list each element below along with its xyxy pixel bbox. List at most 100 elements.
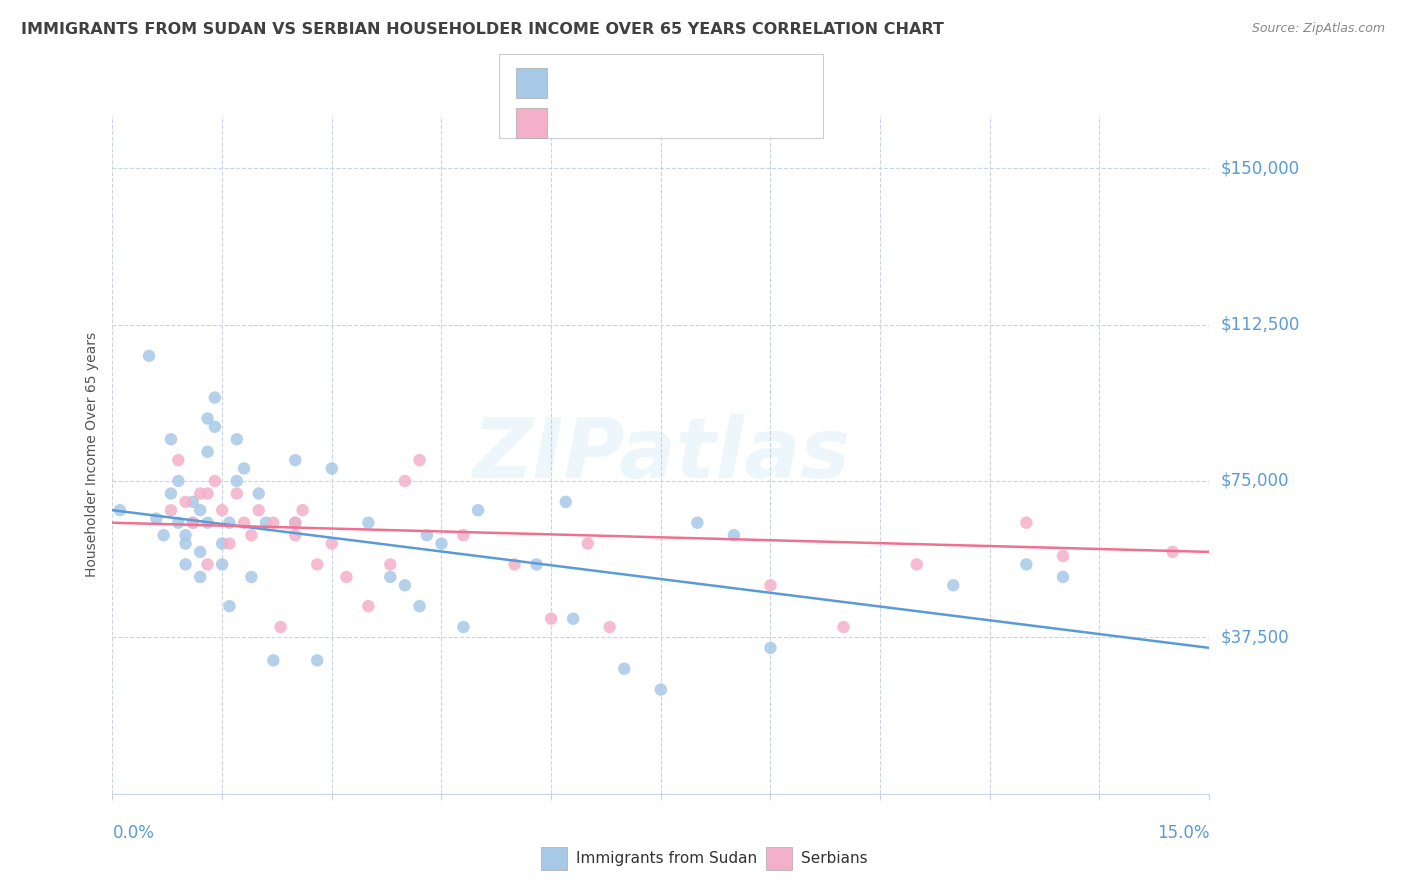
Point bbox=[284, 453, 307, 467]
Point bbox=[204, 391, 226, 405]
Point bbox=[197, 444, 219, 458]
Point bbox=[152, 528, 174, 542]
Point bbox=[613, 662, 636, 676]
Point bbox=[686, 516, 709, 530]
Point bbox=[145, 511, 167, 525]
Point bbox=[181, 495, 204, 509]
Text: $150,000: $150,000 bbox=[1220, 159, 1299, 178]
Point bbox=[1161, 545, 1184, 559]
Y-axis label: Householder Income Over 65 years: Householder Income Over 65 years bbox=[86, 333, 100, 577]
Text: 37: 37 bbox=[686, 114, 710, 132]
Text: 0.0%: 0.0% bbox=[112, 824, 155, 842]
Point bbox=[167, 516, 190, 530]
Point bbox=[240, 570, 263, 584]
Point bbox=[335, 570, 357, 584]
Point bbox=[905, 558, 928, 572]
Text: Source: ZipAtlas.com: Source: ZipAtlas.com bbox=[1251, 22, 1385, 36]
Point bbox=[188, 486, 211, 500]
Text: IMMIGRANTS FROM SUDAN VS SERBIAN HOUSEHOLDER INCOME OVER 65 YEARS CORRELATION CH: IMMIGRANTS FROM SUDAN VS SERBIAN HOUSEHO… bbox=[21, 22, 943, 37]
Point bbox=[233, 516, 256, 530]
Point bbox=[211, 536, 233, 550]
Text: N =: N = bbox=[662, 114, 699, 132]
Point bbox=[284, 516, 307, 530]
Point bbox=[408, 599, 430, 614]
Point bbox=[197, 411, 219, 425]
Point bbox=[204, 419, 226, 434]
Point bbox=[218, 516, 240, 530]
Point bbox=[394, 578, 416, 592]
Point bbox=[503, 558, 526, 572]
Point bbox=[453, 528, 475, 542]
Point bbox=[108, 503, 131, 517]
Point bbox=[1015, 516, 1038, 530]
Point bbox=[357, 516, 380, 530]
Point bbox=[467, 503, 489, 517]
Point bbox=[174, 558, 197, 572]
Point bbox=[188, 545, 211, 559]
Point bbox=[167, 453, 190, 467]
Text: $37,500: $37,500 bbox=[1220, 629, 1289, 647]
Point bbox=[211, 503, 233, 517]
Text: $112,500: $112,500 bbox=[1220, 316, 1299, 334]
Point bbox=[181, 516, 204, 530]
Point bbox=[181, 516, 204, 530]
Point bbox=[218, 599, 240, 614]
Point bbox=[197, 486, 219, 500]
Text: $75,000: $75,000 bbox=[1220, 472, 1289, 490]
Point bbox=[262, 653, 284, 667]
Text: N =: N = bbox=[662, 74, 699, 92]
Point bbox=[160, 432, 183, 446]
Point bbox=[307, 653, 329, 667]
Point bbox=[408, 453, 430, 467]
Point bbox=[197, 516, 219, 530]
Text: ZIPatlas: ZIPatlas bbox=[472, 415, 849, 495]
Point bbox=[380, 570, 402, 584]
Point bbox=[233, 461, 256, 475]
Text: Serbians: Serbians bbox=[801, 851, 868, 865]
Point bbox=[138, 349, 160, 363]
Text: -0.277: -0.277 bbox=[586, 74, 645, 92]
Point bbox=[562, 612, 585, 626]
Point bbox=[1052, 549, 1074, 563]
Point bbox=[167, 474, 190, 488]
Point bbox=[599, 620, 621, 634]
Point bbox=[291, 503, 314, 517]
Point bbox=[247, 486, 270, 500]
Point bbox=[650, 682, 672, 697]
Text: 15.0%: 15.0% bbox=[1157, 824, 1209, 842]
Point bbox=[723, 528, 745, 542]
Point bbox=[284, 528, 307, 542]
Point bbox=[197, 558, 219, 572]
Text: R =: R = bbox=[558, 74, 595, 92]
Point bbox=[262, 516, 284, 530]
Point bbox=[540, 612, 562, 626]
Text: Immigrants from Sudan: Immigrants from Sudan bbox=[576, 851, 758, 865]
Text: R =: R = bbox=[558, 114, 595, 132]
Point bbox=[225, 432, 247, 446]
Point bbox=[270, 620, 292, 634]
Point bbox=[254, 516, 277, 530]
Point bbox=[1052, 570, 1074, 584]
Point bbox=[380, 558, 402, 572]
Point bbox=[218, 536, 240, 550]
Point bbox=[160, 503, 183, 517]
Point bbox=[204, 474, 226, 488]
Point bbox=[576, 536, 599, 550]
Point bbox=[453, 620, 475, 634]
Point bbox=[211, 558, 233, 572]
Point bbox=[1015, 558, 1038, 572]
Point bbox=[225, 474, 247, 488]
Point bbox=[526, 558, 548, 572]
Point bbox=[225, 486, 247, 500]
Text: -0.195: -0.195 bbox=[586, 114, 645, 132]
Point bbox=[942, 578, 965, 592]
Point bbox=[430, 536, 453, 550]
Point bbox=[416, 528, 439, 542]
Point bbox=[832, 620, 855, 634]
Point bbox=[759, 578, 782, 592]
Point bbox=[240, 528, 263, 542]
Point bbox=[174, 528, 197, 542]
Point bbox=[188, 503, 211, 517]
Point bbox=[284, 516, 307, 530]
Point bbox=[759, 640, 782, 655]
